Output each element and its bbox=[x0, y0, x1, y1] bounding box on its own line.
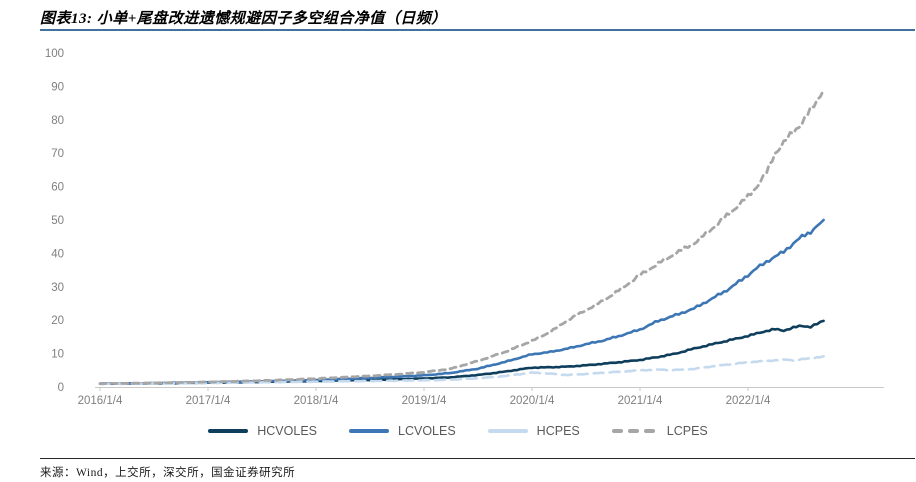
x-tick-label: 2022/1/4 bbox=[726, 395, 771, 407]
source-note: 来源：Wind，上交所，深交所，国金证券研究所 bbox=[40, 467, 296, 479]
legend-dash bbox=[611, 429, 623, 433]
legend-label: LCVOLES bbox=[398, 424, 456, 438]
series-line-hcvoles bbox=[98, 319, 825, 386]
legend-item-hcpes: HCPES bbox=[487, 424, 580, 438]
footer-divider bbox=[40, 458, 915, 459]
legend-line-solid bbox=[487, 429, 528, 433]
y-tick-label: 80 bbox=[51, 115, 64, 127]
y-tick-label: 10 bbox=[51, 349, 64, 361]
y-tick-label: 20 bbox=[51, 315, 64, 327]
y-tick-label: 30 bbox=[51, 282, 64, 294]
x-tick-label: 2019/1/4 bbox=[402, 395, 447, 407]
figure-title: 图表13: 小单+尾盘改进遗憾规避因子多空组合净值（日频） bbox=[40, 11, 447, 27]
x-tick-label: 2021/1/4 bbox=[618, 395, 663, 407]
x-tick-label: 2020/1/4 bbox=[510, 395, 555, 407]
legend-label: HCPES bbox=[536, 424, 580, 438]
x-tick-label: 2017/1/4 bbox=[186, 395, 231, 407]
y-tick-label: 0 bbox=[58, 382, 64, 394]
x-tick-label: 2018/1/4 bbox=[294, 395, 339, 407]
series-line-lcvoles bbox=[98, 218, 825, 386]
title-underline bbox=[40, 29, 915, 31]
legend-dash bbox=[627, 429, 639, 433]
legend-label: LCPES bbox=[666, 424, 708, 438]
y-tick-label: 50 bbox=[51, 215, 64, 227]
series-line-lcpes bbox=[98, 88, 825, 386]
legend-line-dashed bbox=[611, 429, 658, 433]
x-tick-label: 2016/1/4 bbox=[78, 395, 123, 407]
legend-line-solid bbox=[208, 429, 249, 433]
y-tick-label: 40 bbox=[51, 248, 64, 260]
legend-label: HCVOLES bbox=[257, 424, 317, 438]
legend-item-hcvoles: HCVOLES bbox=[208, 424, 317, 438]
y-tick-label: 60 bbox=[51, 182, 64, 194]
legend-item-lcvoles: LCVOLES bbox=[349, 424, 456, 438]
y-tick-label: 90 bbox=[51, 81, 64, 93]
legend-item-lcpes: LCPES bbox=[611, 424, 708, 438]
legend-dash bbox=[643, 429, 655, 433]
legend-line-solid bbox=[349, 429, 389, 433]
y-tick-label: 100 bbox=[45, 48, 64, 60]
y-tick-label: 70 bbox=[51, 148, 64, 160]
chart-legend: HCVOLES LCVOLES HCPES LCPES bbox=[0, 424, 916, 438]
